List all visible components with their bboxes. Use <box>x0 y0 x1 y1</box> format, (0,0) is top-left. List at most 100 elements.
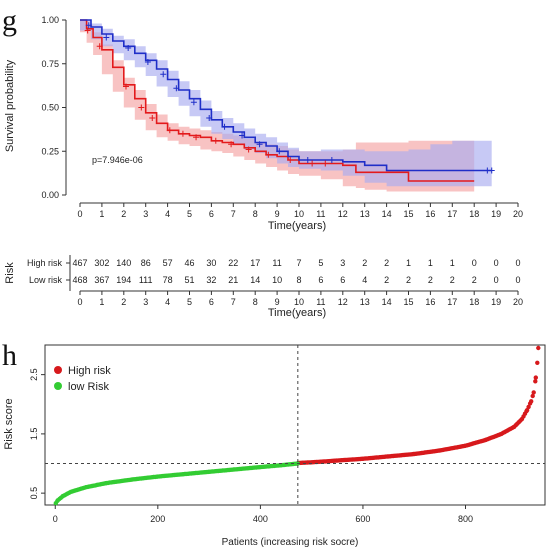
survival-x-tick-label: 20 <box>513 209 523 219</box>
survival-x-tick-label: 11 <box>316 209 325 219</box>
censor-mark-low-risk <box>206 115 213 121</box>
risk-score-x-tick-label: 400 <box>253 514 268 524</box>
risk-table-x-tick-label: 20 <box>513 297 523 307</box>
censor-mark-high-risk <box>166 127 173 134</box>
risk-table-cell: 367 <box>94 275 109 285</box>
risk-table-x-tick-label: 6 <box>209 297 214 307</box>
risk-table-cell: 111 <box>139 275 153 285</box>
risk-table-cell: 14 <box>250 275 260 285</box>
risk-table-cell: 2 <box>362 258 367 268</box>
risk-table-cell: 6 <box>340 275 345 285</box>
risk-score-y-tick-label: 2.5 <box>29 368 39 381</box>
risk-score-point-high-risk <box>533 379 538 384</box>
censor-mark-high-risk <box>265 151 272 158</box>
censor-mark-low-risk <box>173 85 180 92</box>
risk-table-cell: 194 <box>116 275 131 285</box>
censor-mark-low-risk <box>85 22 92 29</box>
risk-table-cell: 2 <box>406 275 411 285</box>
risk-score-point-high-risk <box>529 399 534 404</box>
panel-label-h: h <box>2 339 17 372</box>
risk-table-x-tick-label: 4 <box>165 297 170 307</box>
risk-table-x-tick-label: 2 <box>121 297 126 307</box>
risk-table-x-tick-label: 10 <box>294 297 304 307</box>
censor-mark-high-risk <box>245 146 252 153</box>
risk-score-y-axis-label: Risk score <box>3 398 15 449</box>
risk-table-cell: 4 <box>362 275 367 285</box>
risk-table-cell: 2 <box>428 275 433 285</box>
survival-x-tick-label: 1 <box>99 209 104 219</box>
censor-mark-high-risk <box>179 130 186 137</box>
risk-table-cell: 2 <box>384 275 389 285</box>
censor-mark-low-risk <box>304 157 311 163</box>
risk-score-plot-frame <box>44 344 546 506</box>
survival-plot: 0.000.250.500.751.000 1 2 3 4 5 6 7 8 9 10 11 12 13 14… <box>41 15 523 219</box>
risk-table-cell: 8 <box>296 275 301 285</box>
censor-mark-low-risk <box>144 59 151 65</box>
survival-y-tick-label: 0.25 <box>41 146 59 156</box>
risk-table-title: Risk <box>4 262 16 284</box>
risk-table-x-axis-label: Time(years) <box>268 307 326 319</box>
risk-table-cell: 0 <box>515 275 520 285</box>
censor-mark-high-risk <box>138 104 145 111</box>
risk-table-cell: 0 <box>515 258 520 268</box>
censor-mark-low-risk <box>276 148 283 155</box>
survival-x-tick-label: 4 <box>165 209 170 219</box>
censor-mark-low-risk <box>190 99 197 106</box>
survival-x-tick-label: 10 <box>294 209 304 219</box>
survival-x-tick-label: 8 <box>253 209 258 219</box>
risk-table-x-tick-label: 7 <box>231 297 236 307</box>
risk-table-cell: 0 <box>494 258 499 268</box>
risk-table-x-tick-label: 18 <box>469 297 479 307</box>
risk-table-cell: 17 <box>250 258 260 268</box>
survival-x-tick-label: 5 <box>187 209 192 219</box>
risk-score-point-high-risk <box>526 404 531 410</box>
survival-x-tick-label: 2 <box>121 209 126 219</box>
censor-mark-low-risk <box>328 157 335 163</box>
risk-score-x-tick-label: 800 <box>458 514 473 524</box>
legend-marker-low-risk <box>54 382 62 390</box>
risk-table-cell: 1 <box>406 258 411 268</box>
risk-table-x-tick-label: 12 <box>338 297 348 307</box>
risk-table-x-tick-label: 19 <box>491 297 501 307</box>
risk-table-cell: 30 <box>206 258 216 268</box>
risk-table-cell: 140 <box>116 258 131 268</box>
censor-mark-high-risk <box>287 157 294 163</box>
survival-x-tick-label: 9 <box>275 209 280 219</box>
risk-table-cell: 3 <box>340 258 345 268</box>
survival-x-tick-label: 17 <box>447 209 457 219</box>
risk-score-x-tick-label: 200 <box>150 514 165 524</box>
risk-table-cell: 46 <box>184 258 194 268</box>
censor-mark-high-risk <box>228 141 235 148</box>
risk-table-cell: 86 <box>141 258 151 268</box>
risk-table-cell: 6 <box>318 275 323 285</box>
survival-ci-band-low-risk <box>80 20 492 187</box>
survival-x-tick-label: 6 <box>209 209 214 219</box>
risk-score-point-high-risk <box>536 345 541 351</box>
risk-score-x-tick-label: 600 <box>355 514 370 524</box>
risk-table-cell: 467 <box>72 258 87 268</box>
survival-y-tick-label: 0.00 <box>41 190 59 200</box>
risk-table-cell: 2 <box>384 258 389 268</box>
survival-y-axis-label: Survival probability <box>4 59 16 152</box>
censor-mark-low-risk <box>160 71 167 78</box>
risk-table-cell: 1 <box>428 258 433 268</box>
risk-table-cell: 2 <box>450 275 455 285</box>
censor-mark-high-risk <box>96 43 103 50</box>
censor-mark-low-risk <box>103 34 110 41</box>
risk-score-point-high-risk <box>524 408 530 413</box>
risk-table-row-label-low-risk: Low risk <box>29 275 63 285</box>
risk-table-x-tick-label: 5 <box>187 297 192 307</box>
legend-label-high-risk: High risk <box>68 365 111 377</box>
censor-mark-high-risk <box>212 137 219 144</box>
risk-score-x-axis-label: Patients (increasing risk socre) <box>222 537 359 548</box>
risk-table-cell: 2 <box>472 275 477 285</box>
survival-x-tick-label: 3 <box>143 209 148 219</box>
risk-score-point-high-risk <box>533 375 538 380</box>
risk-table-cell: 11 <box>272 258 281 268</box>
risk-table-x-tick-label: 1 <box>99 297 104 307</box>
risk-score-point-high-risk <box>531 390 536 395</box>
risk-table-cell: 57 <box>163 258 173 268</box>
risk-table-x-tick-label: 17 <box>447 297 457 307</box>
survival-x-tick-label: 19 <box>491 209 501 219</box>
